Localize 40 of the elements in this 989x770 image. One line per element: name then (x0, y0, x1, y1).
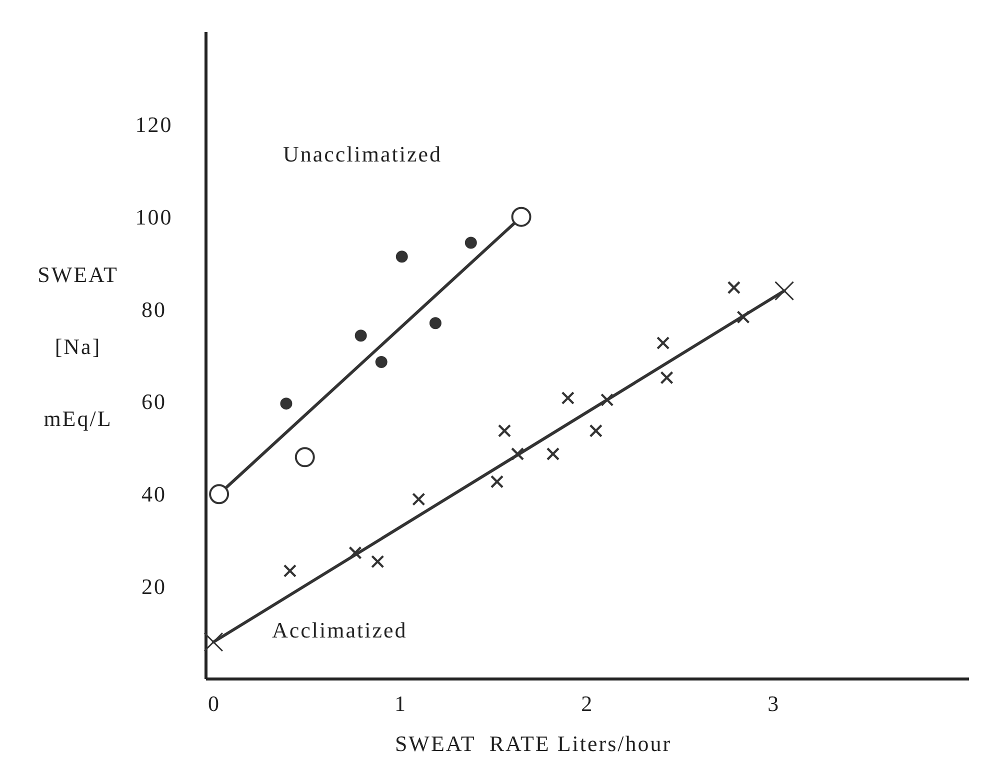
annotation: Unacclimatized (283, 142, 442, 166)
y-tick-label: 60 (142, 389, 166, 414)
point (656, 336, 670, 350)
x-tick-label: 1 (394, 691, 406, 716)
y-tick-label: 20 (142, 574, 166, 600)
point (498, 424, 512, 438)
y-tick-label: 100 (135, 204, 173, 230)
point (375, 356, 388, 368)
annotation: Acclimatized (272, 618, 408, 642)
point (490, 475, 504, 488)
point (429, 317, 442, 330)
x-axis-title: SWEAT RATE Liters/hour (394, 731, 672, 756)
point (774, 281, 794, 301)
point (396, 250, 408, 263)
y-tick-label: 80 (142, 296, 166, 322)
point (660, 371, 674, 384)
point (283, 564, 297, 578)
point (371, 555, 384, 568)
x-tick-label: 2 (581, 691, 592, 716)
point (600, 393, 614, 406)
point (511, 206, 532, 227)
point (204, 632, 224, 652)
text: SWEAT [Na] mEq/L (38, 262, 118, 431)
point (727, 280, 741, 294)
point (589, 424, 602, 438)
point (736, 310, 750, 324)
point (412, 492, 426, 506)
point (280, 398, 292, 410)
point (546, 447, 560, 461)
point (294, 447, 315, 468)
point (561, 391, 575, 405)
x-tick-label: 0 (208, 691, 219, 716)
point (348, 546, 362, 560)
point (510, 447, 524, 461)
y-tick-label: 40 (142, 482, 166, 507)
point (209, 484, 230, 504)
point (354, 330, 367, 342)
point (464, 236, 477, 249)
y-tick-label: 120 (135, 112, 173, 137)
x-tick-label: 3 (768, 691, 779, 716)
